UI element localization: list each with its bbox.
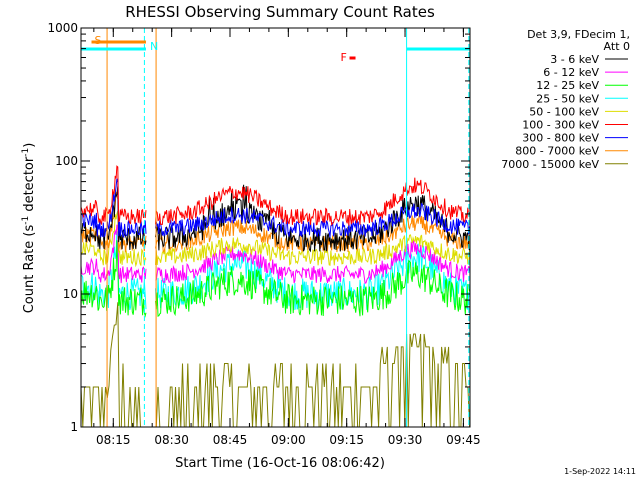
legend-header-line1: Det 3,9, FDecim 1, xyxy=(527,28,630,41)
x-tick-label: 09:30 xyxy=(388,433,423,447)
legend-label-3: 25 - 50 keV xyxy=(536,92,599,105)
plot-timestamp: 1-Sep-2022 14:11 xyxy=(564,467,636,476)
plot-frame xyxy=(80,27,471,428)
y-tick-label: 10 xyxy=(63,287,78,301)
x-tick-label: 08:45 xyxy=(213,433,248,447)
x-tick-label: 09:15 xyxy=(329,433,364,447)
x-tick-label: 09:45 xyxy=(446,433,481,447)
chart-title: RHESSI Observing Summary Count Rates xyxy=(125,3,435,21)
x-tick-label: 09:00 xyxy=(271,433,306,447)
series-line-8 xyxy=(80,302,471,428)
legend-label-7: 800 - 7000 keV xyxy=(515,145,599,158)
series-line-2 xyxy=(80,240,470,318)
legend-label-4: 50 - 100 keV xyxy=(529,105,599,118)
flare-marker-label: F xyxy=(341,51,347,64)
series-line-5 xyxy=(80,165,470,227)
y-tick-label: 1 xyxy=(70,420,78,434)
x-axis-label: Start Time (16-Oct-16 08:06:42) xyxy=(175,456,385,471)
legend-label-6: 300 - 800 keV xyxy=(522,132,599,145)
y-tick-label: 1000 xyxy=(47,21,78,35)
interval-label-n: N xyxy=(150,40,158,53)
legend-label-0: 3 - 6 keV xyxy=(550,53,599,66)
legend-header-line2: Att 0 xyxy=(604,40,630,53)
legend-label-1: 6 - 12 keV xyxy=(543,66,599,79)
legend-label-8: 7000 - 15000 keV xyxy=(501,158,599,171)
series-line-4 xyxy=(80,210,470,268)
x-axis: 08:15 08:30 08:45 09:00 09:15 09:30 09:45 xyxy=(93,28,481,447)
x-tick-label: 08:15 xyxy=(96,433,131,447)
series-line-1 xyxy=(80,224,470,284)
y-axis-label: Count Rate (s-1 detector-1) xyxy=(21,143,37,314)
x-tick-label: 08:30 xyxy=(154,433,189,447)
y-axis: 1 10 100 1000 xyxy=(47,21,470,434)
y-tick-label: 100 xyxy=(55,154,78,168)
interval-label-s: S xyxy=(95,34,102,47)
legend-label-5: 100 - 300 keV xyxy=(522,119,599,132)
legend-label-2: 12 - 25 keV xyxy=(536,79,599,92)
